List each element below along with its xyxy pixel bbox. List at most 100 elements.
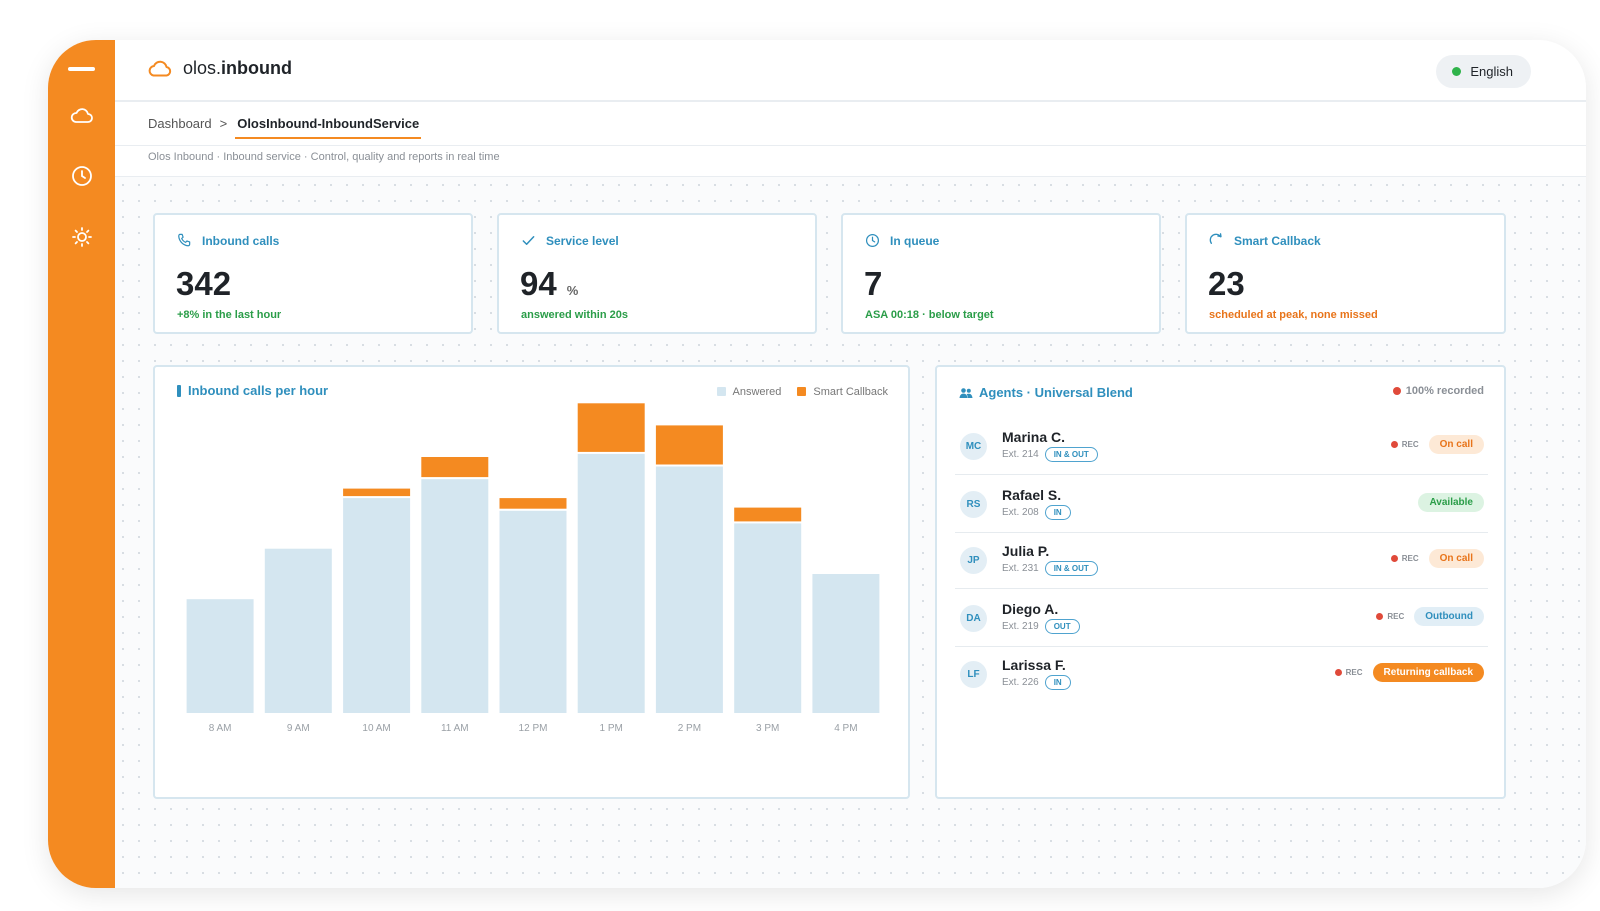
bar-answered[interactable]	[655, 466, 723, 714]
bar-answered[interactable]	[343, 498, 411, 713]
bar-smart-callback[interactable]	[577, 403, 645, 452]
agent-status-group: REC Returning callback	[1334, 663, 1484, 682]
kpi-value: 23	[1208, 265, 1245, 302]
bar-answered[interactable]	[421, 479, 489, 713]
chart-legend: Answered Smart Callback	[716, 386, 888, 398]
brand-logo[interactable]: olos.inbound	[147, 58, 292, 79]
clock-icon[interactable]	[68, 162, 95, 189]
agent-name: Julia P.	[1002, 543, 1050, 559]
kpi-header: In queue	[865, 233, 939, 248]
kpi-header: Inbound calls	[177, 233, 279, 248]
page-subtitle: Olos Inbound · Inbound service · Control…	[148, 151, 500, 163]
status-badge: Available	[1418, 493, 1484, 512]
language-label: English	[1470, 64, 1513, 79]
agent-extension: Ext. 219 OUT	[1002, 619, 1080, 634]
direction-badge: IN	[1044, 505, 1071, 520]
agent-row[interactable]: RS Rafael S. Ext. 208 IN Available	[955, 477, 1488, 533]
kpi-note: scheduled at peak, none missed	[1209, 309, 1378, 321]
agent-extension: Ext. 214 IN & OUT	[1002, 447, 1098, 462]
brand-name: olos.inbound	[183, 58, 293, 78]
cloud-logo-icon	[148, 60, 172, 76]
status-badge: On call	[1428, 549, 1484, 568]
bar-smart-callback[interactable]	[343, 488, 411, 497]
agent-status-group: REC Outbound	[1376, 607, 1484, 626]
sidebar	[48, 40, 115, 888]
agent-extension: Ext. 226 IN	[1002, 675, 1071, 690]
avatar: MC	[960, 433, 987, 460]
kpi-note: answered within 20s	[521, 309, 628, 321]
menu-icon[interactable]	[68, 67, 95, 71]
x-tick-label: 4 PM	[834, 723, 857, 734]
app-window: olos.inbound English Dashboard > OlosInb…	[48, 40, 1586, 888]
online-status-dot	[1452, 67, 1462, 76]
agent-row[interactable]: LF Larissa F. Ext. 226 IN REC Returning …	[955, 647, 1488, 703]
bar-answered[interactable]	[734, 523, 802, 713]
agent-row[interactable]: DA Diego A. Ext. 219 OUT REC Outbound	[955, 591, 1488, 647]
legend-item-answered: Answered	[716, 386, 781, 398]
top-bar: olos.inbound English	[115, 40, 1586, 102]
legend-item-smart-callback: Smart Callback	[797, 386, 888, 398]
cloud-icon[interactable]	[68, 102, 95, 129]
rec-dot-icon	[1392, 387, 1401, 395]
breadcrumb-separator: >	[219, 116, 228, 131]
chart-bar-icon	[177, 384, 181, 397]
agent-name: Larissa F.	[1002, 657, 1066, 673]
agent-row[interactable]: JP Julia P. Ext. 231 IN & OUT REC On cal…	[955, 533, 1488, 589]
bar-smart-callback[interactable]	[499, 498, 567, 509]
x-tick-label: 3 PM	[756, 723, 779, 734]
kpi-card-in-queue[interactable]: In queue 7 ASA 00:18 · below target	[841, 213, 1161, 334]
main-area: olos.inbound English Dashboard > OlosInb…	[115, 40, 1586, 888]
language-selector[interactable]: English	[1436, 55, 1531, 88]
avatar: JP	[960, 547, 987, 574]
users-icon	[959, 387, 973, 398]
breadcrumb-bar: Dashboard > OlosInbound-InboundService	[115, 102, 1586, 146]
agent-extension: Ext. 208 IN	[1002, 505, 1071, 520]
sun-icon[interactable]	[68, 223, 95, 250]
kpi-value: 7	[864, 265, 883, 302]
breadcrumb-current[interactable]: OlosInbound-InboundService	[235, 116, 422, 139]
kpi-label: Smart Callback	[1234, 233, 1321, 248]
rec-indicator: REC	[1334, 668, 1363, 677]
x-tick-label: 11 AM	[441, 723, 469, 734]
dashboard-canvas: Inbound calls 342 +8% in the last hour S…	[115, 177, 1586, 888]
kpi-note: ASA 00:18 · below target	[865, 309, 994, 321]
kpi-value: 94%	[520, 265, 579, 302]
rec-dot-icon	[1390, 441, 1398, 448]
rec-indicator: REC	[1390, 554, 1419, 563]
rec-indicator: REC	[1376, 612, 1404, 621]
check-icon	[522, 236, 535, 245]
agent-row[interactable]: MC Marina C. Ext. 214 IN & OUT REC On ca…	[955, 419, 1488, 475]
direction-badge: IN & OUT	[1044, 561, 1098, 576]
agent-status-group: Available	[1418, 493, 1484, 512]
bar-answered[interactable]	[499, 510, 567, 713]
x-tick-label: 2 PM	[678, 723, 701, 734]
kpi-card-inbound-calls[interactable]: Inbound calls 342 +8% in the last hour	[153, 213, 473, 334]
bar-answered[interactable]	[812, 574, 880, 713]
kpi-card-smart-callback[interactable]: Smart Callback 23 scheduled at peak, non…	[1185, 213, 1506, 334]
breadcrumb-dashboard[interactable]: Dashboard	[148, 116, 212, 131]
agent-name: Marina C.	[1002, 429, 1066, 445]
chart-plot: 8 AM 9 AM 10 AM 11 AM 12 PM 1 PM 2 PM 3 PM 4 PM	[186, 403, 880, 734]
x-tick-label: 12 PM	[519, 723, 548, 734]
divider	[115, 176, 1586, 177]
kpi-value: 342	[176, 265, 232, 302]
rec-dot-icon	[1376, 613, 1384, 620]
status-badge: Returning callback	[1372, 663, 1484, 682]
bar-smart-callback[interactable]	[655, 425, 723, 465]
bar-answered[interactable]	[264, 548, 332, 713]
rec-dot-icon	[1334, 669, 1342, 676]
kpi-label: Service level	[546, 233, 619, 248]
agent-name: Diego A.	[1002, 601, 1059, 617]
kpi-label: Inbound calls	[202, 233, 280, 248]
kpi-label: In queue	[890, 233, 940, 248]
agent-name: Rafael S.	[1002, 487, 1062, 503]
bar-answered[interactable]	[577, 453, 645, 713]
x-tick-label: 8 AM	[209, 723, 232, 734]
agents-title: Agents · Universal Blend	[959, 385, 1133, 400]
bar-smart-callback[interactable]	[734, 507, 802, 522]
phone-icon	[178, 233, 191, 247]
avatar: RS	[960, 491, 987, 518]
kpi-card-service-level[interactable]: Service level 94% answered within 20s	[497, 213, 817, 334]
bar-answered[interactable]	[186, 599, 254, 713]
bar-smart-callback[interactable]	[421, 457, 489, 478]
